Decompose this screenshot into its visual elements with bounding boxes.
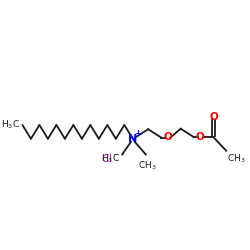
Text: Cl$^-$: Cl$^-$ (101, 152, 120, 164)
Text: CH$_3$: CH$_3$ (228, 153, 246, 165)
Text: O: O (196, 132, 205, 142)
Text: N: N (128, 134, 138, 144)
Text: O: O (163, 132, 172, 142)
Text: H$_3$C: H$_3$C (101, 152, 120, 165)
Text: +: + (134, 129, 141, 138)
Text: CH$_3$: CH$_3$ (138, 160, 156, 172)
Text: H$_3$C: H$_3$C (1, 119, 20, 131)
Text: O: O (209, 112, 218, 122)
